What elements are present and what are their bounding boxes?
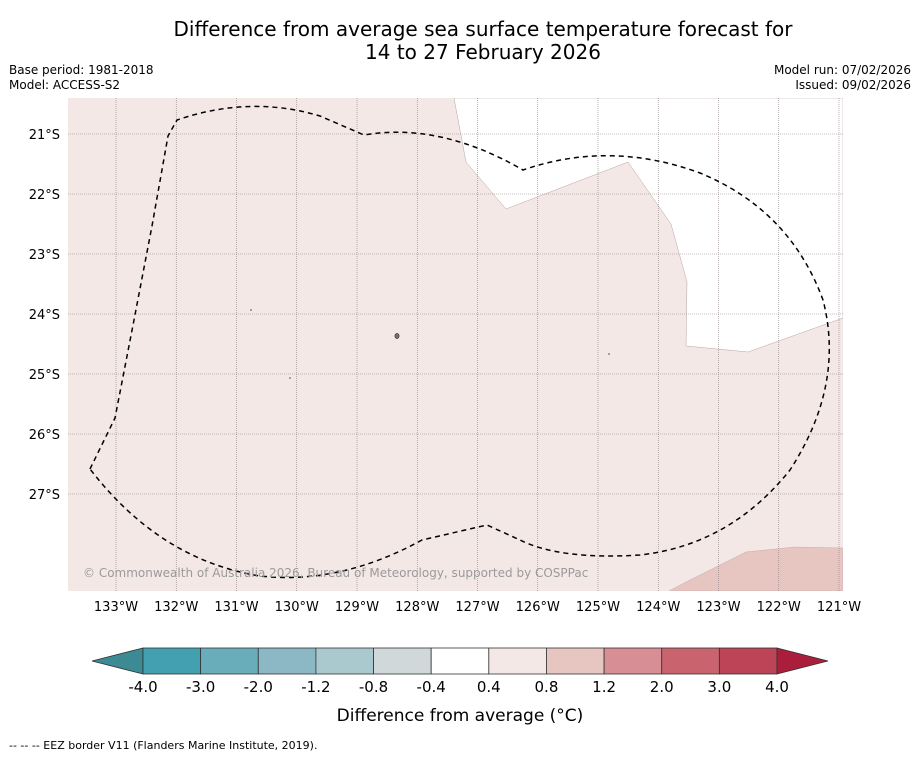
lon-label: 130°W bbox=[275, 600, 319, 615]
eez-border bbox=[89, 105, 831, 579]
lat-label: 26°S bbox=[29, 428, 60, 443]
lon-label: 122°W bbox=[757, 600, 801, 615]
lat-label: 23°S bbox=[29, 248, 60, 263]
lon-label: 132°W bbox=[154, 600, 198, 615]
model-name: Model: ACCESS-S2 bbox=[9, 78, 121, 92]
lon-label: 123°W bbox=[696, 600, 740, 615]
colorbar-label: Difference from average (°C) bbox=[337, 706, 584, 726]
colorbar-tick-label: 0.4 bbox=[477, 678, 501, 696]
lon-label: 125°W bbox=[576, 600, 620, 615]
island-marker bbox=[394, 333, 400, 339]
colorbar-cell bbox=[200, 647, 259, 675]
copyright-text: © Commonwealth of Australia 2026, Bureau… bbox=[83, 566, 588, 580]
colorbar: -4.0 -3.0 -2.0 -1.2 -0.8 -0.4 0.4 0.8 1.2 2.0 3.0 4… bbox=[91, 647, 829, 696]
lon-label: 126°W bbox=[516, 600, 560, 615]
colorbar-over-arrow bbox=[776, 647, 829, 675]
island-marker bbox=[250, 309, 252, 311]
colorbar-cell bbox=[546, 647, 605, 675]
lon-label: 129°W bbox=[335, 600, 379, 615]
meta-left: Base period: 1981-2018 Model: ACCESS-S2 bbox=[9, 63, 154, 93]
latitude-labels: 21°S 22°S 23°S 24°S 25°S 26°S 27°S bbox=[29, 128, 60, 503]
colorbar-tick-label: -2.0 bbox=[244, 678, 273, 696]
lat-label: 25°S bbox=[29, 368, 60, 383]
map-title: Difference from average sea surface temp… bbox=[0, 18, 919, 64]
colorbar-cell bbox=[718, 647, 778, 675]
lon-label: 128°W bbox=[395, 600, 439, 615]
colorbar-under-arrow bbox=[91, 647, 144, 675]
lon-label: 133°W bbox=[94, 600, 138, 615]
island-marker bbox=[289, 377, 291, 379]
longitude-labels: 133°W 132°W 131°W 130°W 129°W 128°W 127°W 126°W… bbox=[94, 600, 861, 615]
colorbar-cell bbox=[661, 647, 720, 675]
lon-label: 127°W bbox=[455, 600, 499, 615]
colorbar-tick-label: 4.0 bbox=[765, 678, 789, 696]
colorbar-cell bbox=[488, 647, 547, 675]
island-marker bbox=[608, 353, 610, 355]
colorbar-tick-label: -3.0 bbox=[186, 678, 215, 696]
lon-label: 131°W bbox=[214, 600, 258, 615]
colorbar-cell bbox=[430, 647, 490, 675]
colorbar-tick-label: 3.0 bbox=[707, 678, 731, 696]
lon-label: 121°W bbox=[817, 600, 861, 615]
colorbar-tick-label: 2.0 bbox=[650, 678, 674, 696]
lon-label: 124°W bbox=[636, 600, 680, 615]
map-gridlines bbox=[68, 98, 843, 591]
lat-label: 22°S bbox=[29, 188, 60, 203]
lat-label: 24°S bbox=[29, 308, 60, 323]
title-line-1: Difference from average sea surface temp… bbox=[173, 17, 793, 41]
colorbar-cell bbox=[373, 647, 432, 675]
colorbar-cell bbox=[142, 647, 202, 675]
model-run: Model run: 07/02/2026 bbox=[773, 63, 911, 77]
colorbar-cell bbox=[315, 647, 374, 675]
lat-label: 27°S bbox=[29, 488, 60, 503]
colorbar-cell bbox=[603, 647, 663, 675]
meta-right: Model run: 07/02/2026 Issued: 09/02/2026 bbox=[774, 63, 911, 93]
lat-label: 21°S bbox=[29, 128, 60, 143]
colorbar-tick-label: -4.0 bbox=[128, 678, 157, 696]
title-line-2: 14 to 27 February 2026 bbox=[365, 40, 601, 64]
issued-date: Issued: 09/02/2026 bbox=[795, 78, 911, 92]
eez-footnote: -- -- -- EEZ border V11 (Flanders Marine… bbox=[9, 739, 318, 752]
base-period: Base period: 1981-2018 bbox=[9, 63, 154, 77]
colorbar-tick-label: -0.4 bbox=[417, 678, 446, 696]
colorbar-tick-label: -0.8 bbox=[359, 678, 388, 696]
colorbar-tick-label: -1.2 bbox=[301, 678, 330, 696]
colorbar-tick-label: 1.2 bbox=[592, 678, 616, 696]
colorbar-tick-label: 0.8 bbox=[535, 678, 559, 696]
colorbar-cell bbox=[257, 647, 317, 675]
anomaly-fill-mid-positive bbox=[668, 546, 843, 591]
